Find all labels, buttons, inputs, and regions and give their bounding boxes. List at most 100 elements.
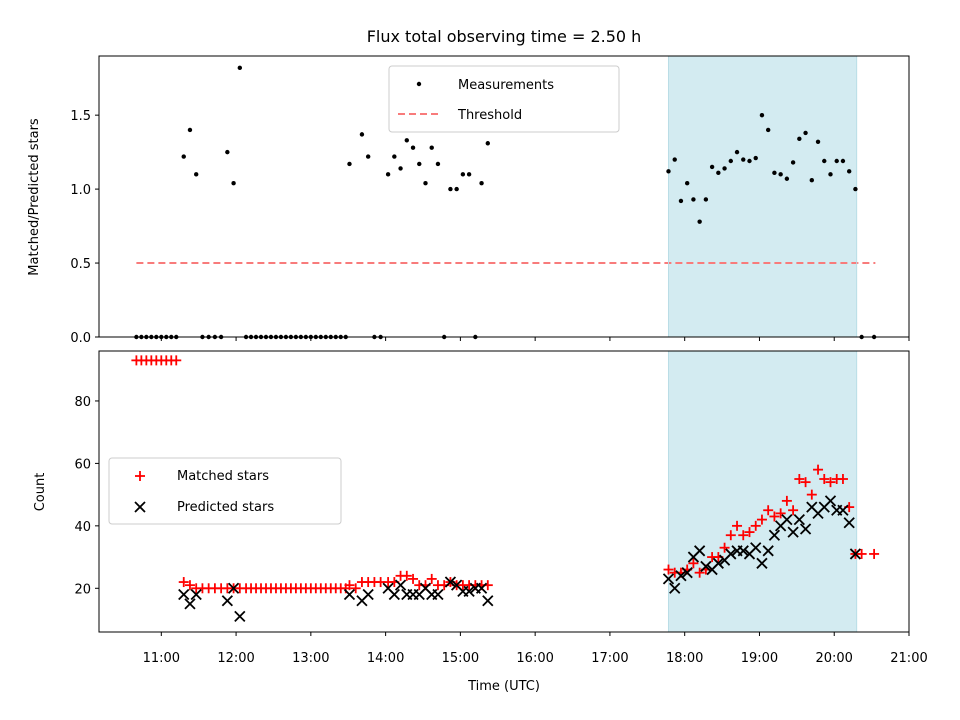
- measurement-point: [703, 197, 709, 202]
- matched-point: [178, 577, 189, 588]
- measurement-point: [741, 157, 746, 162]
- bottom-panel: 20 40 60 80 11:00 12:00 13:00 14:00 15:00 16:00 17…: [33, 350, 928, 694]
- matched-point: [171, 355, 182, 366]
- measurement-point: [697, 219, 702, 224]
- predicted-point: [700, 560, 712, 573]
- x-tick-label: 11:00: [143, 651, 180, 666]
- predicted-point: [227, 582, 240, 594]
- x-tick-label: 15:00: [442, 651, 479, 666]
- measurement-point: [429, 145, 434, 150]
- predicted-point: [768, 529, 781, 541]
- predicted-point: [756, 557, 768, 569]
- measurement-point: [778, 172, 783, 177]
- measurement-point: [194, 172, 199, 177]
- measurement-point: [410, 145, 416, 150]
- predicted-point: [475, 582, 488, 594]
- matched-point: [688, 558, 699, 569]
- predicted-point: [675, 570, 687, 582]
- measurement-point: [759, 112, 765, 118]
- measurement-point: [772, 170, 777, 176]
- matched-point: [401, 570, 412, 581]
- matched-point: [806, 489, 817, 500]
- predicted-point: [394, 579, 407, 591]
- measurement-point: [435, 161, 441, 167]
- matched-point: [725, 530, 736, 541]
- bottom-plot-frame: [98, 350, 910, 633]
- measurement-point: [347, 161, 352, 167]
- matched-point: [869, 548, 880, 559]
- matched-point: [763, 505, 774, 516]
- measurement-point: [181, 154, 186, 159]
- measurement-point: [853, 186, 858, 192]
- measurement-point: [417, 161, 422, 167]
- measurement-point: [404, 138, 409, 143]
- measurement-point: [448, 186, 453, 192]
- measurement-point: [828, 172, 833, 177]
- matched-point: [744, 527, 755, 538]
- y-tick-label: 20: [74, 582, 91, 597]
- top-highlight-span: [668, 56, 857, 337]
- legend-label-matched: Matched stars: [177, 469, 269, 484]
- y-tick-label: 0.0: [70, 331, 91, 346]
- top-panel: 0.0 0.5 1.0 1.5 Flux total observing time =…: [27, 27, 910, 346]
- measurement-point: [398, 166, 403, 171]
- predicted-point: [662, 573, 675, 585]
- predicted-point: [694, 545, 706, 557]
- x-tick-label: 20:00: [815, 651, 852, 666]
- bottom-highlight-span: [668, 351, 857, 632]
- measurement-point: [454, 186, 459, 192]
- measurement-point: [691, 197, 696, 202]
- matched-point: [184, 580, 195, 591]
- measurement-point: [747, 158, 752, 164]
- predicted-point: [750, 542, 762, 554]
- measurement-point: [392, 154, 397, 159]
- matched-point: [769, 511, 780, 522]
- matched-point: [825, 477, 836, 488]
- x-tick-label: 12:00: [217, 651, 254, 666]
- x-tick-label: 17:00: [591, 651, 628, 666]
- measurement-point: [716, 170, 721, 176]
- predicted-point: [824, 495, 837, 507]
- matched-point: [788, 505, 799, 516]
- bottom-y-axis-label: Count: [33, 473, 48, 512]
- measurement-point: [225, 149, 230, 155]
- legend-marker-matched: [135, 471, 145, 481]
- matched-point: [781, 495, 792, 506]
- top-y-axis-label: Matched/Predicted stars: [27, 118, 42, 276]
- legend-label-threshold: Threshold: [457, 108, 522, 123]
- legend-label-predicted: Predicted stars: [177, 500, 274, 515]
- measurement-point: [237, 65, 243, 71]
- predicted-point: [388, 588, 400, 601]
- x-tick-label: 14:00: [367, 651, 404, 666]
- matched-point: [750, 520, 761, 531]
- predicted-point: [712, 557, 724, 569]
- matched-point: [794, 474, 805, 485]
- legend-marker-predicted: [134, 501, 146, 513]
- predicted-point: [837, 504, 849, 516]
- matched-point: [408, 573, 419, 584]
- y-tick-label: 1.0: [70, 183, 91, 198]
- predicted-point: [793, 513, 805, 526]
- measurement-point: [728, 158, 733, 164]
- predicted-point: [843, 517, 855, 529]
- measurement-point: [765, 127, 771, 133]
- bottom-legend: Matched stars Predicted stars: [108, 457, 342, 525]
- predicted-point: [362, 588, 374, 601]
- predicted-point: [781, 513, 793, 526]
- measurement-point: [485, 141, 490, 146]
- predicted-point: [343, 588, 356, 601]
- measurement-point: [231, 180, 236, 186]
- measurement-point: [834, 158, 839, 164]
- y-tick-label: 40: [74, 520, 91, 535]
- matched-point: [694, 567, 705, 578]
- predicted-point: [669, 582, 681, 594]
- predicted-point: [725, 548, 737, 560]
- measurement-point: [797, 136, 802, 142]
- measurement-point: [815, 139, 821, 144]
- predicted-point: [432, 588, 444, 601]
- measurement-point: [734, 149, 740, 155]
- measurement-point: [709, 164, 715, 170]
- measurement-point: [846, 169, 852, 174]
- predicted-point: [762, 545, 774, 557]
